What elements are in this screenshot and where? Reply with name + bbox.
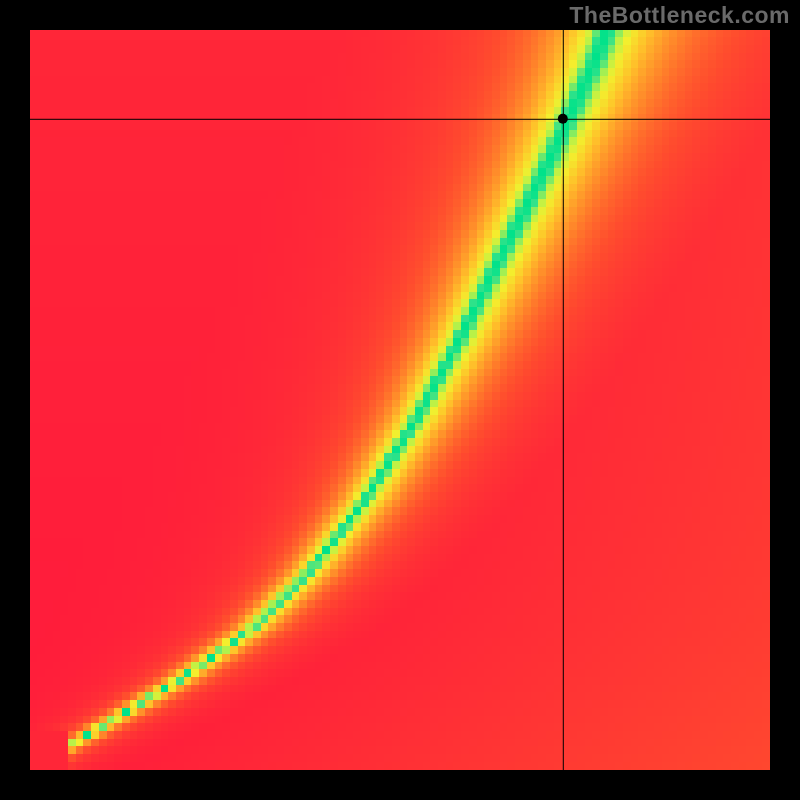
heatmap-plot [30, 30, 770, 770]
watermark-text: TheBottleneck.com [569, 2, 790, 29]
page-root: { "watermark": { "text": "TheBottleneck.… [0, 0, 800, 800]
heatmap-canvas [30, 30, 770, 770]
